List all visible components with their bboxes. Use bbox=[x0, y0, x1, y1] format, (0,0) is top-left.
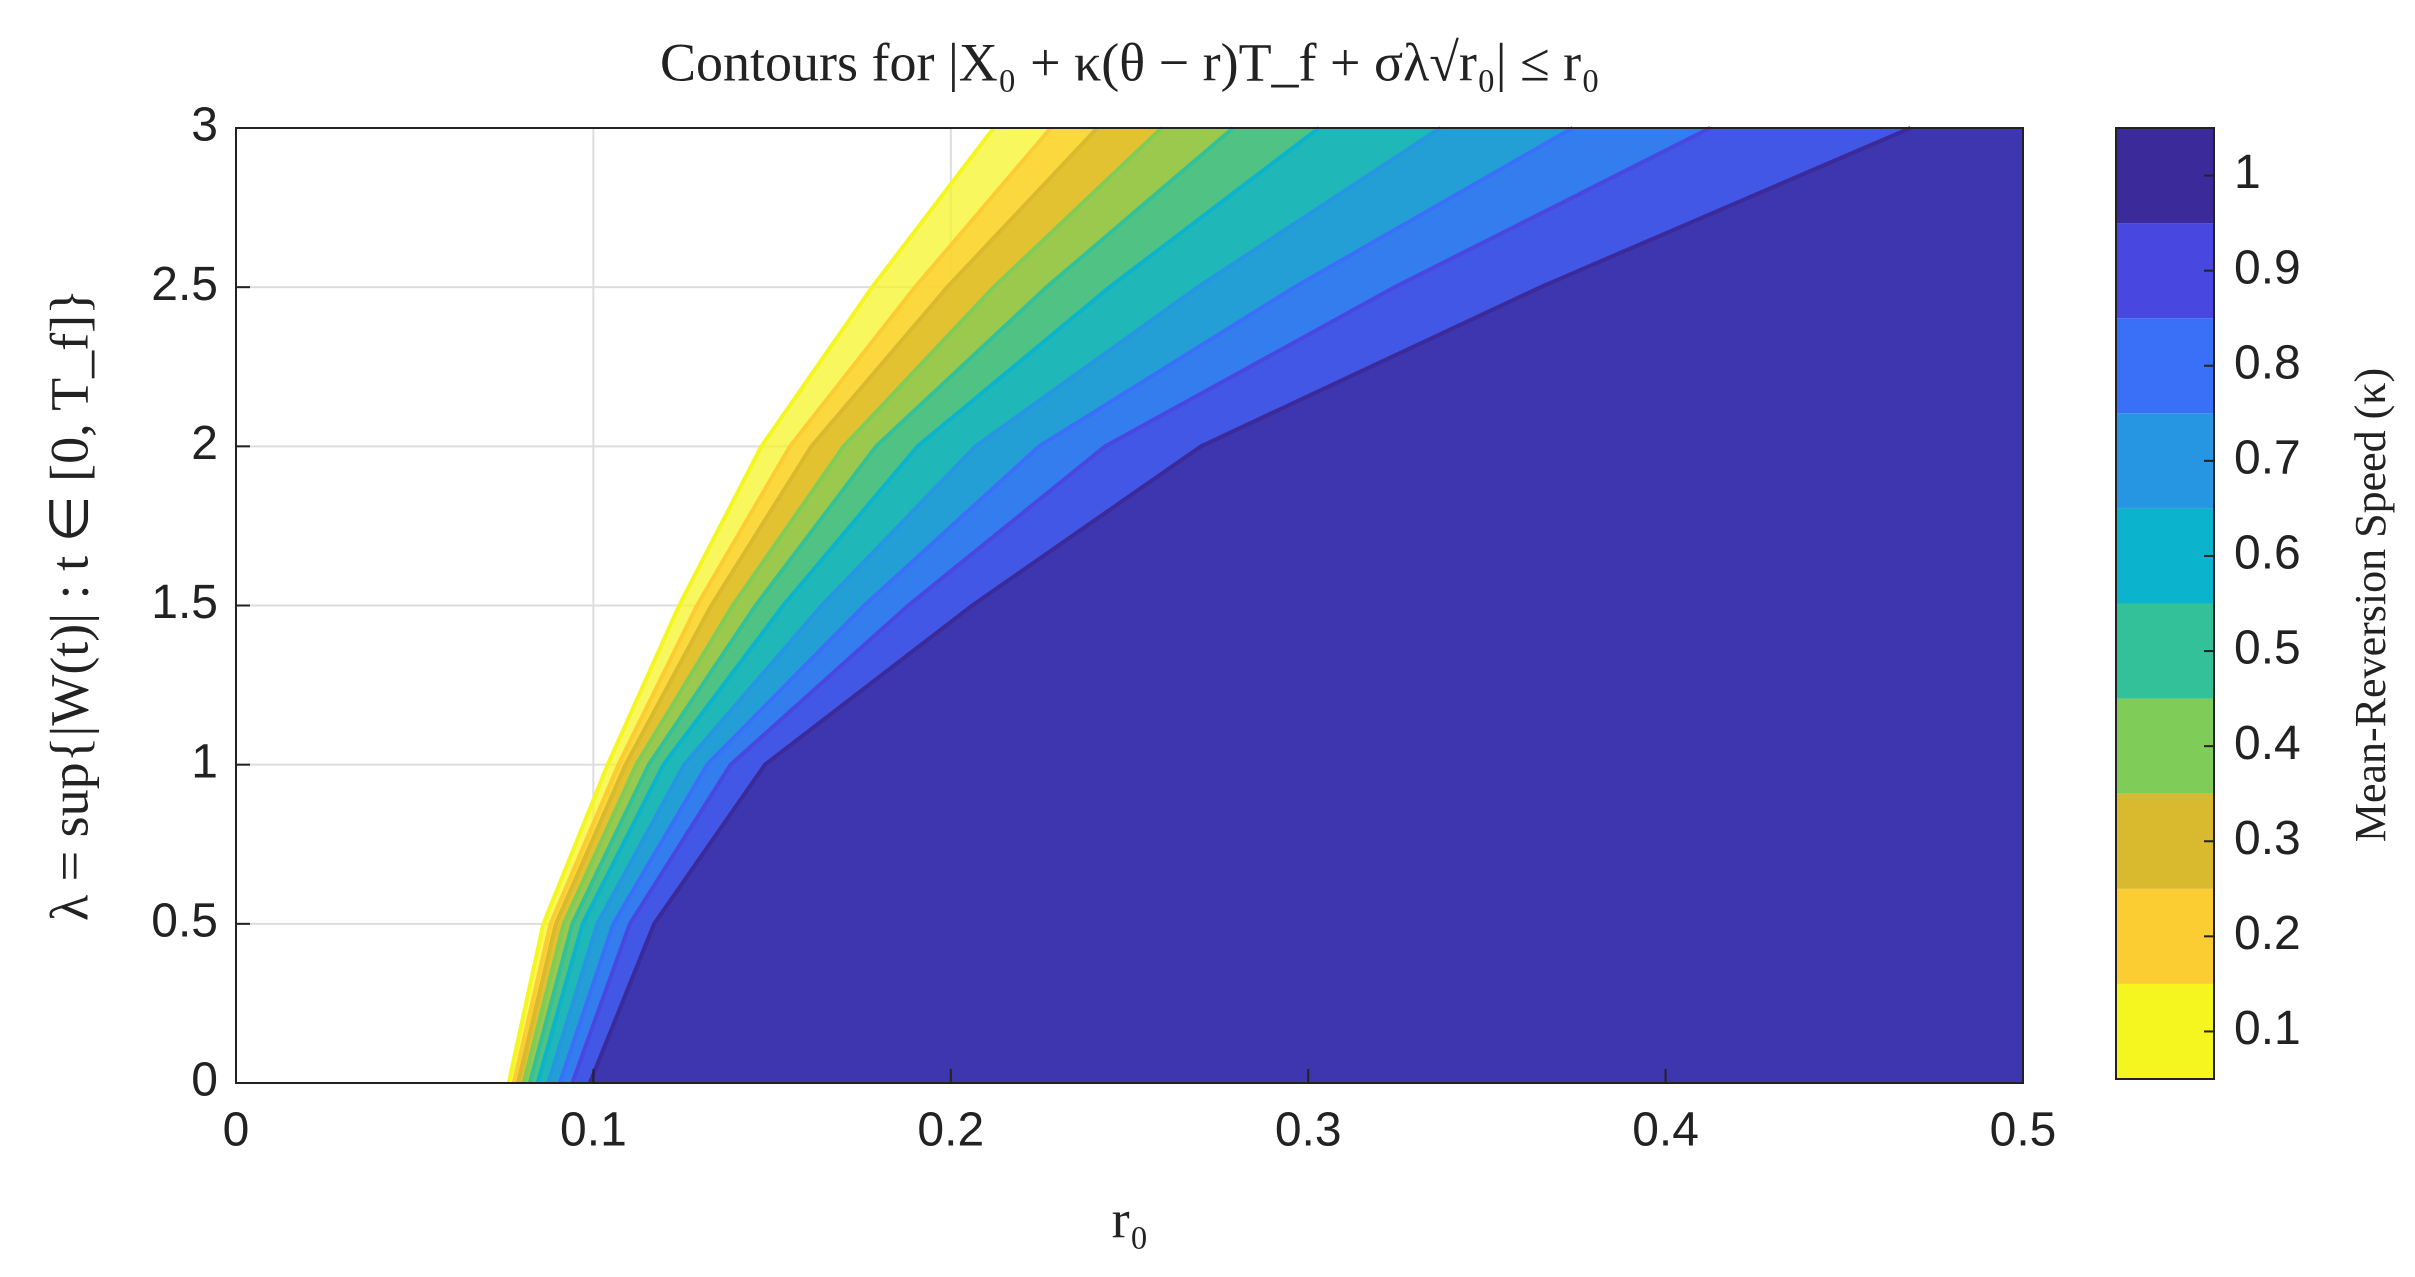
contour-line bbox=[535, 126, 1321, 1084]
chart-title: Contours for |X₀ + κ(θ − r)T_f + σλ√r₀| … bbox=[660, 32, 1600, 92]
y-tick-label: 3 bbox=[191, 99, 218, 152]
colorbar-segment bbox=[2116, 223, 2214, 319]
y-axis-label: λ = sup{|W(t)| : t ∈ [0, T_f]} bbox=[39, 289, 99, 921]
contour-line bbox=[570, 126, 1712, 1084]
x-tick-label: 0.2 bbox=[917, 1104, 984, 1157]
x-axis-label: r₀ bbox=[1112, 1189, 1149, 1249]
contour-line bbox=[557, 126, 1574, 1084]
colorbar-tick-label: 0.1 bbox=[2234, 1002, 2301, 1055]
colorbar-tick-label: 0.5 bbox=[2234, 622, 2301, 675]
colorbar-tick-label: 0.4 bbox=[2234, 717, 2301, 770]
colorbar-segment bbox=[2116, 698, 2214, 794]
contour-line bbox=[511, 126, 1053, 1084]
x-tick-label: 0.5 bbox=[1990, 1104, 2057, 1157]
x-tick-label: 0.3 bbox=[1275, 1104, 1342, 1157]
colorbar-tick-label: 0.7 bbox=[2234, 432, 2301, 485]
contour-line bbox=[521, 126, 1164, 1084]
colorbar-segment bbox=[2116, 508, 2214, 604]
contour-line bbox=[506, 126, 996, 1084]
contour-fill bbox=[589, 128, 2024, 1083]
colorbar-segment bbox=[2116, 128, 2214, 224]
colorbar-label: Mean-Reversion Speed (κ) bbox=[2346, 368, 2395, 842]
colorbar-segment bbox=[2116, 413, 2214, 509]
y-tick-label: 1 bbox=[191, 735, 218, 788]
colorbar-segment bbox=[2116, 603, 2214, 699]
contour-line bbox=[527, 126, 1235, 1084]
colorbar-tick-label: 0.9 bbox=[2234, 241, 2301, 294]
colorbar-tick-label: 0.3 bbox=[2234, 812, 2301, 865]
contour-line bbox=[546, 126, 1442, 1084]
colorbar-segment bbox=[2116, 983, 2214, 1079]
y-tick-label: 0.5 bbox=[151, 895, 218, 948]
contour-line bbox=[516, 126, 1099, 1084]
colorbar-segment bbox=[2116, 888, 2214, 984]
colorbar-tick-label: 0.2 bbox=[2234, 907, 2301, 960]
colorbar-segment bbox=[2116, 793, 2214, 889]
colorbar-frame bbox=[2115, 127, 2215, 1080]
colorbar-segment bbox=[2116, 318, 2214, 414]
colorbar-tick-label: 1 bbox=[2234, 146, 2261, 199]
y-tick-label: 2 bbox=[191, 417, 218, 470]
x-tick-label: 0.4 bbox=[1632, 1104, 1699, 1157]
colorbar-tick-label: 0.6 bbox=[2234, 527, 2301, 580]
x-tick-label: 0.1 bbox=[560, 1104, 627, 1157]
contour-line bbox=[587, 126, 1912, 1084]
x-tick-label: 0 bbox=[223, 1104, 250, 1157]
y-tick-label: 1.5 bbox=[151, 576, 218, 629]
y-tick-label: 0 bbox=[191, 1054, 218, 1107]
colorbar-tick-label: 0.8 bbox=[2234, 336, 2301, 389]
y-tick-label: 2.5 bbox=[151, 258, 218, 311]
